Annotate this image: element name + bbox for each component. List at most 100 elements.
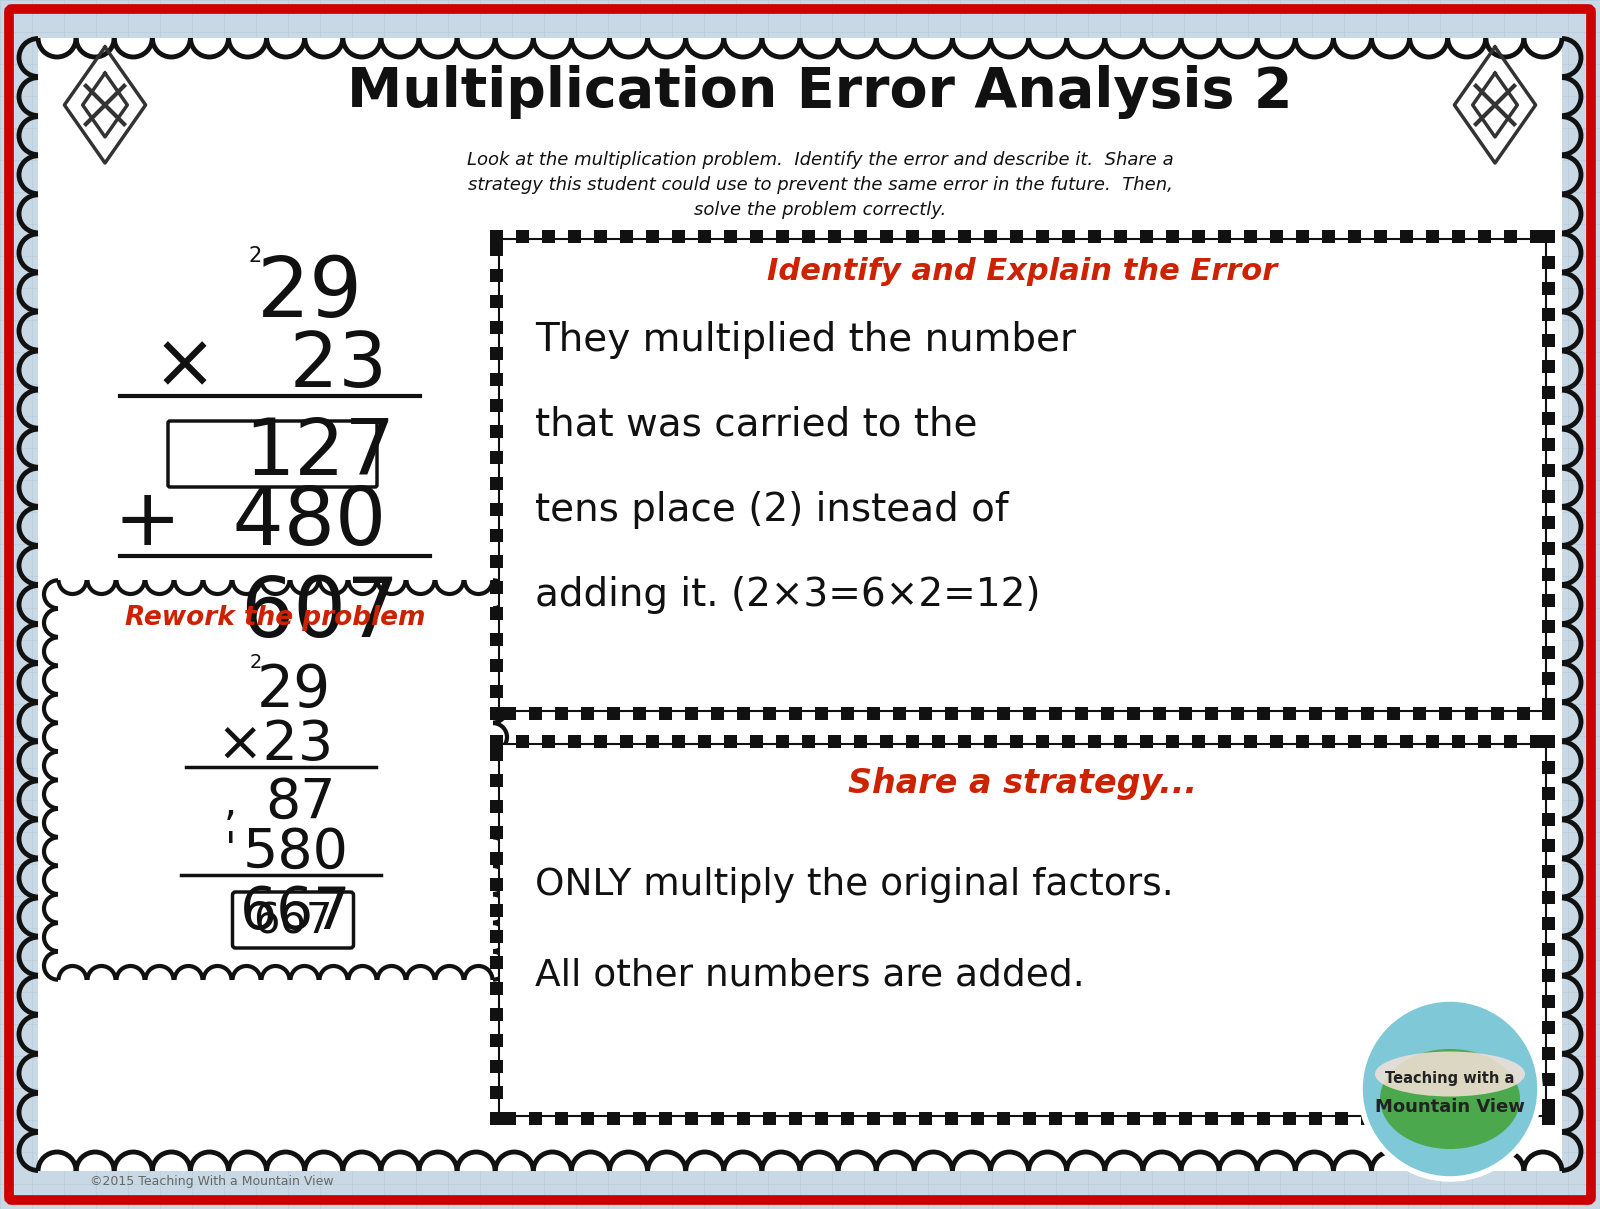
Bar xyxy=(971,1112,984,1126)
FancyBboxPatch shape xyxy=(58,580,493,980)
Bar xyxy=(710,1112,723,1126)
Bar xyxy=(1542,943,1555,956)
Bar xyxy=(763,707,776,721)
Bar xyxy=(1542,1020,1555,1034)
Bar xyxy=(646,230,659,243)
Bar xyxy=(931,735,946,748)
Bar xyxy=(946,707,958,721)
Bar xyxy=(490,930,502,943)
Bar xyxy=(814,1112,829,1126)
Text: 2: 2 xyxy=(250,654,262,672)
Bar xyxy=(1218,735,1230,748)
Bar xyxy=(1374,735,1387,748)
Bar xyxy=(738,707,750,721)
Bar xyxy=(1542,707,1555,721)
Bar xyxy=(1022,1112,1037,1126)
Ellipse shape xyxy=(1379,1049,1520,1149)
Bar xyxy=(490,956,502,968)
Bar xyxy=(1347,230,1362,243)
Bar xyxy=(1466,707,1478,721)
Bar xyxy=(490,295,502,308)
Text: Mountain View: Mountain View xyxy=(1374,1098,1525,1116)
Bar xyxy=(490,503,502,516)
Bar xyxy=(906,735,918,748)
Bar xyxy=(634,707,646,721)
Bar xyxy=(1374,230,1387,243)
Bar xyxy=(515,735,530,748)
Bar xyxy=(1296,735,1309,748)
Bar xyxy=(842,1112,854,1126)
Bar xyxy=(710,707,723,721)
Bar xyxy=(555,707,568,721)
Bar xyxy=(490,268,502,282)
Ellipse shape xyxy=(1374,1052,1525,1097)
Bar xyxy=(789,707,802,721)
Bar xyxy=(1453,735,1466,748)
Bar xyxy=(646,735,659,748)
Bar xyxy=(1230,707,1245,721)
Bar xyxy=(1542,230,1555,243)
Text: Teaching with a: Teaching with a xyxy=(1386,1071,1515,1087)
Bar xyxy=(1542,438,1555,451)
Bar xyxy=(867,707,880,721)
Text: 2: 2 xyxy=(248,245,262,266)
Bar xyxy=(490,748,502,760)
Bar xyxy=(490,451,502,464)
Bar xyxy=(1114,230,1126,243)
Bar xyxy=(1478,735,1491,748)
Bar xyxy=(1542,334,1555,347)
Bar xyxy=(880,735,893,748)
Bar xyxy=(490,426,502,438)
Bar xyxy=(1179,1112,1192,1126)
Bar xyxy=(1530,230,1542,243)
Bar xyxy=(1504,735,1517,748)
Text: solve the problem correctly.: solve the problem correctly. xyxy=(694,201,946,219)
Bar xyxy=(893,1112,906,1126)
Bar xyxy=(1322,230,1334,243)
Bar xyxy=(763,1112,776,1126)
Bar xyxy=(1491,1112,1504,1126)
Text: They multiplied the number: They multiplied the number xyxy=(534,322,1075,359)
Bar xyxy=(1542,1112,1555,1126)
Bar xyxy=(1491,707,1504,721)
Bar xyxy=(1542,968,1555,982)
Bar xyxy=(1542,594,1555,607)
Bar xyxy=(1413,707,1426,721)
Bar xyxy=(918,1112,931,1126)
Bar xyxy=(490,826,502,839)
Bar xyxy=(1283,707,1296,721)
Text: strategy this student could use to prevent the same error in the future.  Then,: strategy this student could use to preve… xyxy=(467,177,1173,193)
Bar xyxy=(555,1112,568,1126)
Bar xyxy=(1205,707,1218,721)
Bar xyxy=(738,1112,750,1126)
Bar xyxy=(893,707,906,721)
Bar xyxy=(1542,995,1555,1008)
Bar xyxy=(659,707,672,721)
Bar xyxy=(1205,1112,1218,1126)
Bar xyxy=(672,230,685,243)
Bar xyxy=(490,399,502,412)
Bar xyxy=(1542,542,1555,555)
Bar xyxy=(1542,812,1555,826)
Text: Rework the problem: Rework the problem xyxy=(125,604,426,631)
Text: 87: 87 xyxy=(266,776,336,831)
Bar xyxy=(1037,230,1050,243)
Bar xyxy=(1542,464,1555,478)
Bar xyxy=(1050,1112,1062,1126)
Bar xyxy=(1542,1047,1555,1060)
Bar xyxy=(1542,864,1555,878)
Bar xyxy=(931,230,946,243)
Bar xyxy=(854,230,867,243)
Bar xyxy=(515,230,530,243)
Bar xyxy=(490,230,502,243)
Bar xyxy=(1542,760,1555,774)
Bar xyxy=(490,904,502,916)
Bar xyxy=(802,735,814,748)
Bar xyxy=(1542,360,1555,374)
Bar xyxy=(606,707,621,721)
Text: Identify and Explain the Error: Identify and Explain the Error xyxy=(768,258,1278,287)
Bar xyxy=(1542,787,1555,800)
Bar xyxy=(1453,230,1466,243)
Bar xyxy=(1258,707,1270,721)
FancyBboxPatch shape xyxy=(499,744,1546,1116)
